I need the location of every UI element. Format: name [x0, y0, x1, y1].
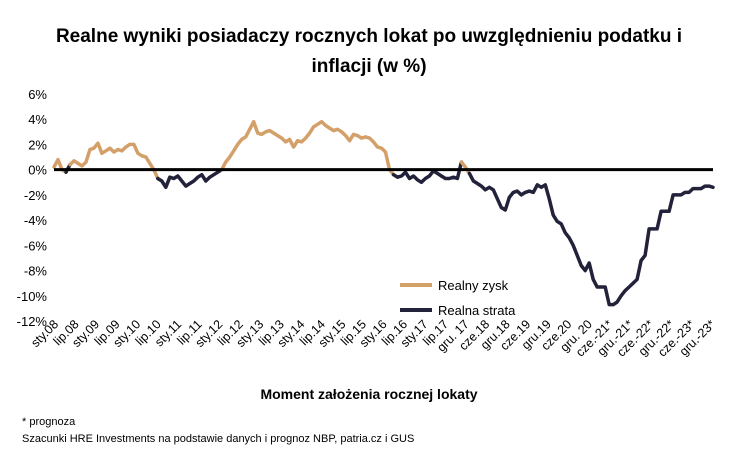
series-realna-strata-line — [391, 160, 464, 185]
y-tick-label: -6% — [24, 238, 48, 253]
y-tick-label: -4% — [24, 213, 48, 228]
x-axis-title: Moment założenia rocznej lokaty — [260, 386, 478, 402]
y-tick-label: 6% — [28, 87, 47, 102]
chart-title: Realne wyniki posiadaczy rocznych lokat … — [0, 22, 738, 82]
y-tick-label: 4% — [28, 112, 47, 127]
series-realny-zysk-line — [219, 119, 396, 177]
chart-title-line-1: Realne wyniki posiadaczy rocznych lokat … — [55, 26, 683, 47]
y-tick-label: -8% — [24, 264, 48, 279]
y-tick-label: 0% — [28, 163, 47, 178]
footnote-forecast: * prognoza — [22, 416, 76, 428]
y-tick-label: -12% — [17, 314, 48, 329]
series-realny-zysk-line — [68, 141, 160, 181]
legend-label-realna-strata: Realna strata — [438, 303, 516, 318]
series-realna-strata-line — [156, 167, 224, 190]
series-realny-zysk-line — [459, 160, 472, 176]
y-tick-label: -2% — [24, 188, 48, 203]
chart-title-line-2: inflacji (w %) — [311, 56, 427, 77]
series-realna-strata-line — [467, 171, 715, 307]
y-tick-label: -10% — [17, 289, 48, 304]
y-tick-label: 2% — [28, 137, 47, 152]
footnote-source: Szacunki HRE Investments na podstawie da… — [22, 433, 415, 445]
legend-label-realny-zysk: Realny zysk — [438, 278, 509, 293]
